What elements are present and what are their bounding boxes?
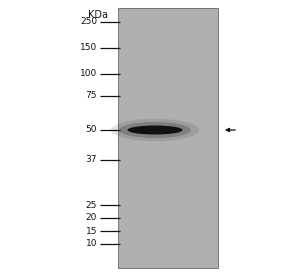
Text: 100: 100 <box>80 70 97 78</box>
Text: 150: 150 <box>80 43 97 53</box>
Text: 75: 75 <box>86 92 97 100</box>
Text: KDa: KDa <box>88 10 108 20</box>
Text: 20: 20 <box>86 213 97 222</box>
Text: 25: 25 <box>86 200 97 210</box>
Bar <box>118 8 218 268</box>
Ellipse shape <box>128 125 183 134</box>
Text: 250: 250 <box>80 18 97 26</box>
Ellipse shape <box>119 122 191 138</box>
Text: 10: 10 <box>86 240 97 249</box>
Text: 37: 37 <box>86 155 97 164</box>
Ellipse shape <box>111 119 199 141</box>
Text: 15: 15 <box>86 227 97 235</box>
Text: 50: 50 <box>86 125 97 134</box>
